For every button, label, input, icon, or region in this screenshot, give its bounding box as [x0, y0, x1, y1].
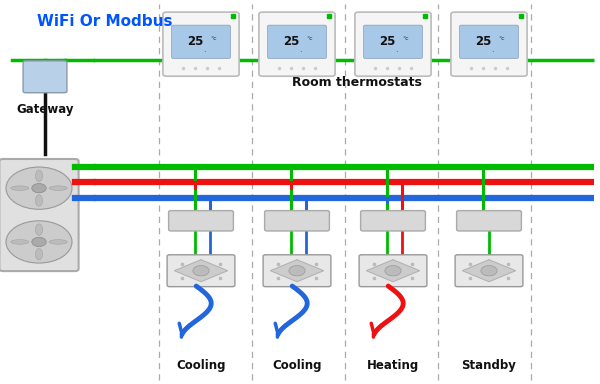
- Ellipse shape: [35, 170, 43, 182]
- Text: 25: 25: [379, 35, 395, 48]
- Text: Room thermostats: Room thermostats: [292, 76, 422, 89]
- FancyBboxPatch shape: [163, 12, 239, 76]
- FancyBboxPatch shape: [167, 255, 235, 286]
- Circle shape: [32, 237, 46, 247]
- Text: ·: ·: [395, 48, 398, 57]
- Circle shape: [6, 221, 72, 263]
- FancyBboxPatch shape: [460, 25, 518, 58]
- FancyBboxPatch shape: [455, 255, 523, 286]
- Text: ·: ·: [299, 48, 302, 57]
- FancyBboxPatch shape: [259, 12, 335, 76]
- Ellipse shape: [35, 248, 43, 260]
- Circle shape: [481, 266, 497, 276]
- Text: °c: °c: [498, 36, 505, 41]
- Text: °c: °c: [210, 36, 217, 41]
- Text: Heating: Heating: [367, 359, 419, 372]
- FancyBboxPatch shape: [0, 159, 79, 271]
- FancyBboxPatch shape: [355, 12, 431, 76]
- FancyBboxPatch shape: [23, 61, 67, 93]
- FancyBboxPatch shape: [457, 211, 521, 231]
- FancyBboxPatch shape: [169, 211, 233, 231]
- Ellipse shape: [49, 186, 67, 190]
- Text: 25: 25: [187, 35, 203, 48]
- Polygon shape: [367, 260, 419, 282]
- Ellipse shape: [11, 240, 29, 244]
- FancyBboxPatch shape: [364, 25, 422, 58]
- Ellipse shape: [35, 224, 43, 235]
- Text: Cooling: Cooling: [272, 359, 322, 372]
- Text: 25: 25: [283, 35, 299, 48]
- Text: ·: ·: [203, 48, 206, 57]
- Text: WiFi Or Modbus: WiFi Or Modbus: [37, 13, 173, 29]
- FancyBboxPatch shape: [268, 25, 326, 58]
- FancyBboxPatch shape: [263, 255, 331, 286]
- Ellipse shape: [35, 195, 43, 206]
- Text: ·: ·: [491, 48, 494, 57]
- Text: Standby: Standby: [461, 359, 517, 372]
- Text: °c: °c: [402, 36, 409, 41]
- Text: Cooling: Cooling: [176, 359, 226, 372]
- Ellipse shape: [11, 186, 29, 190]
- Circle shape: [385, 266, 401, 276]
- Circle shape: [289, 266, 305, 276]
- Ellipse shape: [49, 240, 67, 244]
- FancyBboxPatch shape: [265, 211, 329, 231]
- Text: 25: 25: [475, 35, 491, 48]
- Circle shape: [193, 266, 209, 276]
- FancyBboxPatch shape: [361, 211, 425, 231]
- Circle shape: [32, 184, 46, 193]
- Polygon shape: [175, 260, 227, 282]
- FancyBboxPatch shape: [451, 12, 527, 76]
- Text: Gateway: Gateway: [16, 103, 74, 116]
- FancyBboxPatch shape: [359, 255, 427, 286]
- FancyBboxPatch shape: [172, 25, 230, 58]
- Circle shape: [6, 167, 72, 209]
- Polygon shape: [271, 260, 323, 282]
- Polygon shape: [463, 260, 515, 282]
- Text: °c: °c: [306, 36, 313, 41]
